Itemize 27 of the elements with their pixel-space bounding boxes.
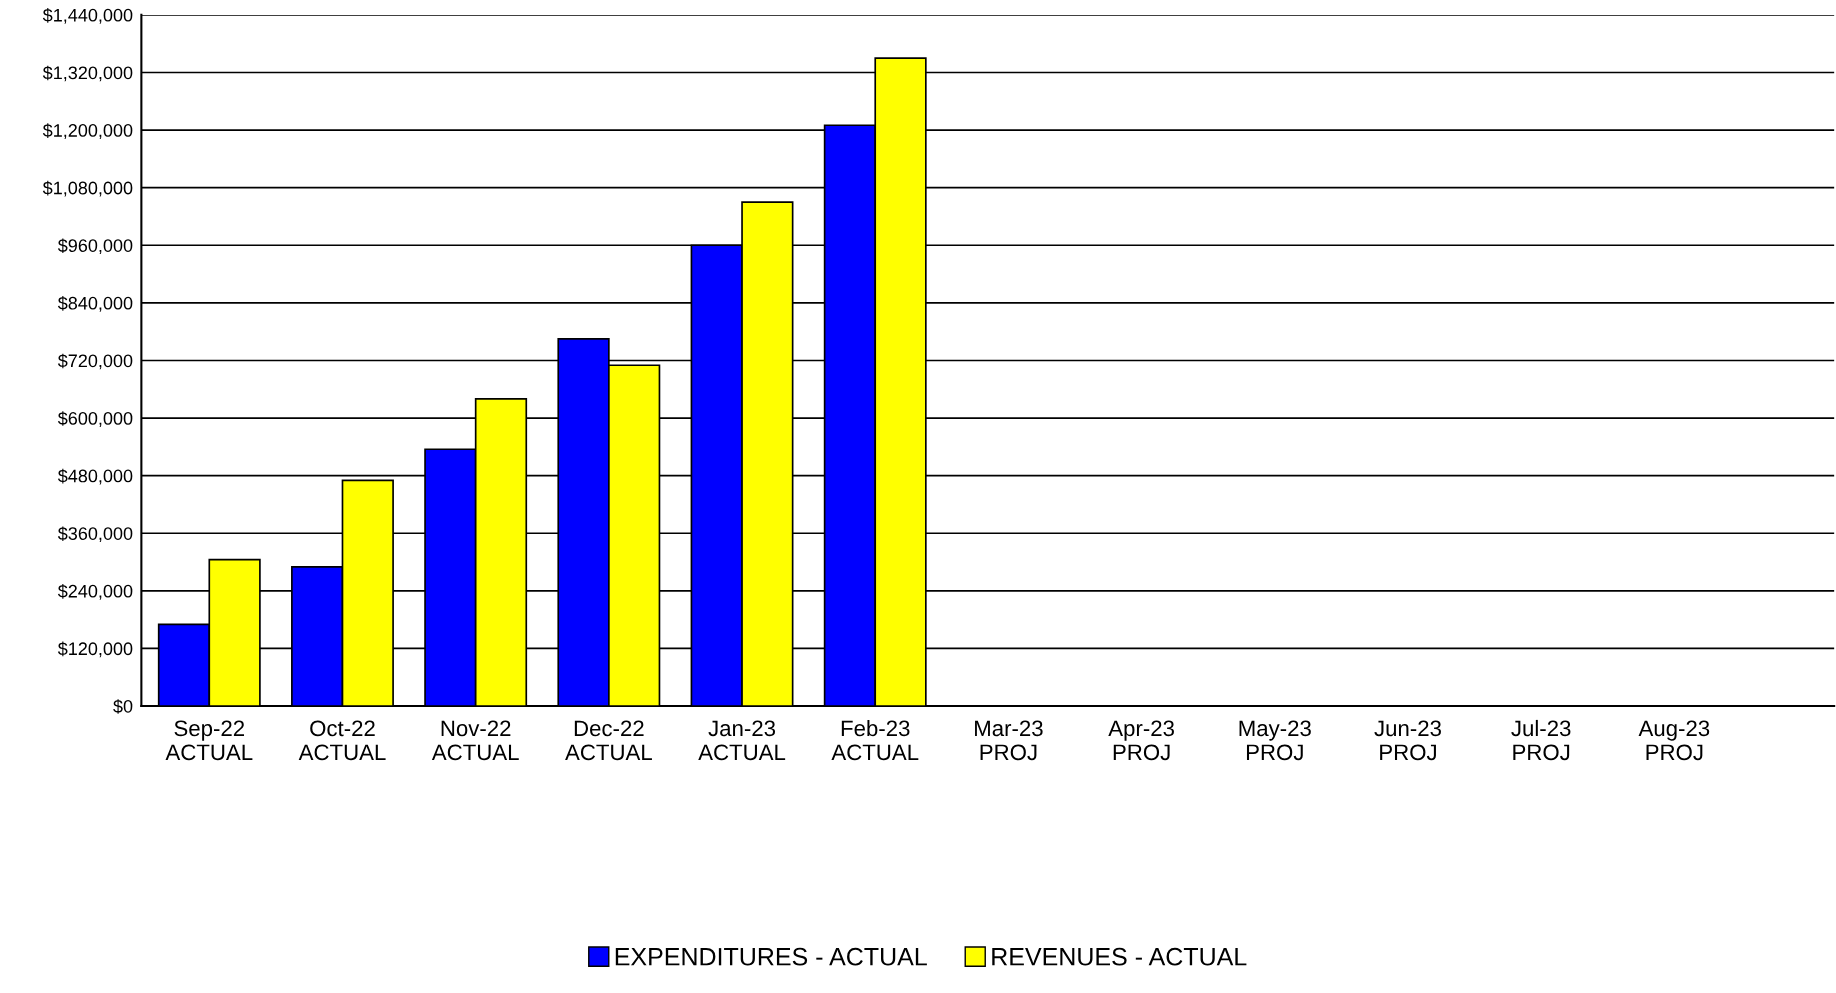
- x-tick-label: Jun-23 PROJ: [1374, 720, 1441, 761]
- y-tick-label: $840,000: [57, 296, 133, 312]
- y-tick-label: $1,320,000: [42, 65, 133, 82]
- y-tick-label: $120,000: [57, 641, 133, 658]
- x-tick-label: Jan-23 ACTUAL: [698, 720, 786, 761]
- x-tick-label: May-23 PROJ: [1239, 720, 1311, 761]
- y-tick-label: $480,000: [57, 468, 133, 485]
- y-tick-label: $0: [113, 699, 133, 714]
- legend-label: EXPENDITURES - ACTUAL: [615, 947, 927, 966]
- y-tick-label: $1,440,000: [42, 8, 133, 24]
- y-tick-label: $960,000: [57, 238, 133, 255]
- legend-label: REVENUES - ACTUAL: [992, 947, 1247, 966]
- x-tick-label: Oct-22 ACTUAL: [298, 720, 386, 761]
- x-tick-label: Apr-23 PROJ: [1108, 720, 1174, 761]
- x-tick-label: Sep-22 ACTUAL: [165, 720, 253, 761]
- x-tick-label: Mar-23 PROJ: [975, 720, 1043, 761]
- x-tick-label: Dec-22 ACTUAL: [565, 720, 652, 761]
- x-tick-label: Jul-23 PROJ: [1511, 719, 1571, 761]
- x-tick-label: Aug-23 PROJ: [1638, 720, 1710, 761]
- y-tick-label: $240,000: [57, 584, 133, 600]
- x-tick-label: Nov-22 ACTUAL: [431, 720, 519, 761]
- y-tick-label: $360,000: [57, 526, 133, 543]
- x-tick-label: Feb-23 ACTUAL: [831, 719, 919, 761]
- y-tick-label: $1,080,000: [42, 180, 133, 197]
- y-tick-label: $720,000: [57, 353, 133, 370]
- y-tick-label: $1,200,000: [42, 123, 133, 139]
- y-tick-label: $600,000: [57, 411, 133, 427]
